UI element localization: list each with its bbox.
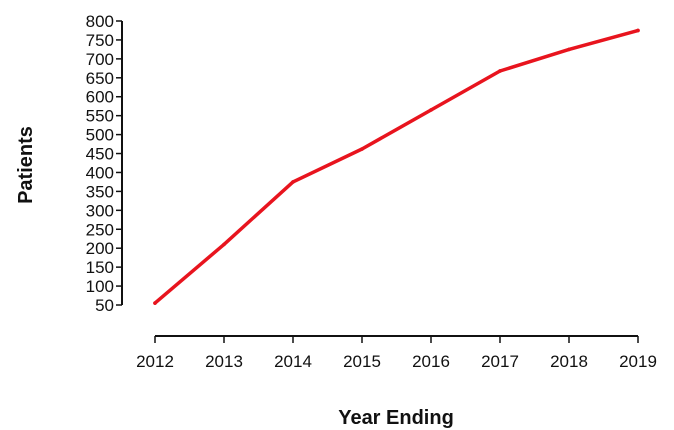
y-tick-label: 50 bbox=[95, 296, 114, 315]
y-tick-label: 400 bbox=[86, 163, 114, 182]
y-tick-label: 350 bbox=[86, 182, 114, 201]
x-tick-label: 2016 bbox=[412, 352, 450, 371]
y-tick-label: 600 bbox=[86, 88, 114, 107]
x-axis: 2012 2013 2014 2015 2016 2017 2018 2019 bbox=[136, 335, 657, 371]
data-point bbox=[567, 47, 571, 52]
data-point bbox=[498, 69, 502, 73]
data-point bbox=[360, 147, 364, 151]
y-tick-label: 700 bbox=[86, 50, 114, 69]
data-point bbox=[153, 301, 157, 305]
y-tick-label: 450 bbox=[86, 145, 114, 164]
x-tick-label: 2015 bbox=[343, 352, 381, 371]
y-tick-label: 300 bbox=[86, 201, 114, 220]
data-point bbox=[291, 180, 295, 184]
x-tick-label: 2019 bbox=[619, 352, 657, 371]
data-point bbox=[222, 242, 226, 247]
x-tick-label: 2017 bbox=[481, 352, 519, 371]
series-line bbox=[153, 28, 640, 305]
x-axis-title: Year Ending bbox=[338, 407, 454, 429]
series-layer bbox=[153, 28, 640, 305]
y-tick-label: 100 bbox=[86, 277, 114, 296]
y-tick-label: 650 bbox=[86, 69, 114, 88]
y-tick-label: 550 bbox=[86, 107, 114, 126]
y-tick-label: 750 bbox=[86, 31, 114, 50]
y-axis-title: Patients bbox=[15, 126, 37, 204]
y-tick-label: 150 bbox=[86, 258, 114, 277]
y-tick-label: 800 bbox=[86, 12, 114, 31]
y-axis: 5010015020025030035040045050055060065070… bbox=[86, 12, 123, 315]
y-tick-label: 200 bbox=[86, 239, 114, 258]
y-tick-label: 250 bbox=[86, 220, 114, 239]
data-point bbox=[429, 108, 433, 112]
y-tick-label: 500 bbox=[86, 126, 114, 145]
x-tick-label: 2012 bbox=[136, 352, 174, 371]
x-tick-label: 2013 bbox=[205, 352, 243, 371]
x-tick-label: 2014 bbox=[274, 352, 312, 371]
x-tick-label: 2018 bbox=[550, 352, 588, 371]
data-point bbox=[636, 28, 640, 33]
